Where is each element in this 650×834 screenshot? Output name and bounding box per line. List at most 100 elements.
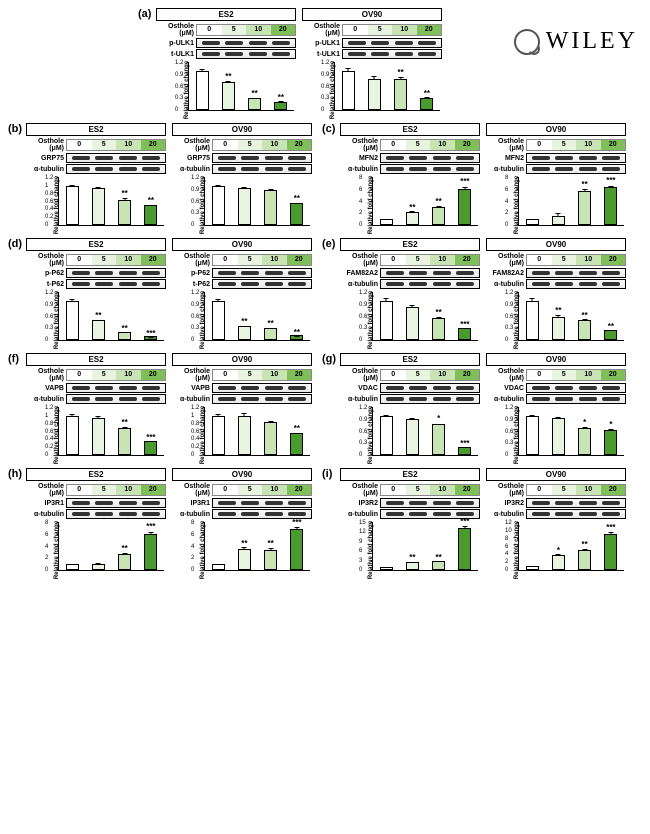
blot-band xyxy=(433,386,451,390)
blot-band xyxy=(418,41,436,45)
blot-band xyxy=(95,167,113,171)
blot-strip xyxy=(212,268,312,278)
significance-marker: ** xyxy=(122,420,128,426)
blot-band xyxy=(288,512,306,516)
bar: *** xyxy=(458,528,471,570)
y-tick-mark xyxy=(371,431,373,432)
bar: ** xyxy=(274,102,287,110)
figure-grid: (a)ES2Osthole (μM)051020p-ULK1t-ULK1Rela… xyxy=(8,8,642,579)
blot-band xyxy=(288,282,306,286)
significance-marker: ** xyxy=(436,199,442,205)
dose-cell: 5 xyxy=(222,25,247,35)
y-tick-mark xyxy=(57,201,59,202)
dose-label: Osthole (μM) xyxy=(340,483,380,497)
significance-marker: * xyxy=(609,422,612,428)
cell-title: ES2 xyxy=(26,238,166,251)
error-bar xyxy=(270,548,271,551)
dose-cell: 10 xyxy=(576,255,601,265)
bar: * xyxy=(604,430,617,455)
blot-band xyxy=(218,167,236,171)
dose-cell: 0 xyxy=(381,140,406,150)
figure-row: (a)ES2Osthole (μM)051020p-ULK1t-ULK1Rela… xyxy=(8,8,642,119)
panel-label: (h) xyxy=(8,468,22,480)
blot-row: t-ULK1 xyxy=(156,49,296,59)
bar-chart: 00.20.40.60.811.2***** xyxy=(58,408,164,456)
bar xyxy=(380,416,393,455)
bar: *** xyxy=(144,441,157,455)
error-bar xyxy=(464,526,465,528)
cell-set: ES2Osthole (μM)051020VAPBα-tubulinRelati… xyxy=(26,353,312,464)
blot-band xyxy=(119,501,137,505)
bar: ** xyxy=(406,212,419,225)
bar: ** xyxy=(264,550,277,570)
blot-label: p-ULK1 xyxy=(302,40,342,47)
blot-label: t-P62 xyxy=(172,281,212,288)
y-tick: 0 xyxy=(191,452,194,458)
y-tick-mark xyxy=(517,530,519,531)
y-tick-mark xyxy=(517,224,519,225)
dose-cell: 5 xyxy=(552,255,577,265)
dose-cell: 5 xyxy=(552,140,577,150)
blot-strip xyxy=(212,394,312,404)
blot-band xyxy=(456,512,474,516)
chart-wrap: Relative fold change00.30.60.91.2** xyxy=(184,176,312,234)
blot-strip xyxy=(212,164,312,174)
y-tick-mark xyxy=(333,62,335,63)
cell-block: OV90Osthole (μM)051020p-P62t-P62Relative… xyxy=(172,238,312,349)
error-bar xyxy=(610,429,611,431)
dose-cell: 10 xyxy=(576,370,601,380)
blot-band xyxy=(579,156,597,160)
y-tick-mark xyxy=(57,177,59,178)
cell-title: OV90 xyxy=(486,353,626,366)
dose-gradient: 051020 xyxy=(66,254,166,266)
cell-title: OV90 xyxy=(486,468,626,481)
dose-cell: 20 xyxy=(141,255,166,265)
y-tick: 8 xyxy=(45,520,48,526)
error-bar xyxy=(270,189,271,191)
bar xyxy=(92,418,105,455)
bar: ** xyxy=(394,79,407,110)
y-tick-mark xyxy=(517,538,519,539)
error-bar xyxy=(348,68,349,72)
error-bar xyxy=(124,427,125,429)
cell-block: ES2Osthole (μM)051020FAM82A2α-tubulinRel… xyxy=(340,238,480,349)
panel-label: (i) xyxy=(322,468,336,480)
error-bar xyxy=(584,549,585,551)
y-tick: 0.3 xyxy=(359,325,367,331)
y-tick: 0.9 xyxy=(175,72,183,78)
error-bar xyxy=(296,203,297,205)
cell-block: OV90Osthole (μM)051020p-ULK1t-ULK1Relati… xyxy=(302,8,442,119)
chart-wrap: Relative fold change00.20.40.60.811.2***… xyxy=(38,406,166,464)
y-tick-mark xyxy=(187,62,189,63)
y-tick: 0.2 xyxy=(191,444,199,450)
blot-band xyxy=(456,167,474,171)
dose-row: Osthole (μM)051020 xyxy=(26,483,166,497)
bar: * xyxy=(578,428,591,455)
blot-band xyxy=(602,167,620,171)
bar-chart: 00.30.60.91.2****** xyxy=(188,63,294,111)
y-tick-mark xyxy=(517,442,519,443)
y-tick-mark xyxy=(517,407,519,408)
bar-chart: 00.30.60.91.2** xyxy=(204,178,310,226)
y-tick-mark xyxy=(371,224,373,225)
blot-strip xyxy=(212,153,312,163)
blot-band xyxy=(119,512,137,516)
y-tick: 0.6 xyxy=(175,84,183,90)
dose-row: Osthole (μM)051020 xyxy=(340,368,480,382)
y-tick: 9 xyxy=(359,539,362,545)
dose-label: Osthole (μM) xyxy=(340,138,380,152)
blot-band xyxy=(72,167,90,171)
dose-cell: 10 xyxy=(430,255,455,265)
y-tick: 0 xyxy=(191,567,194,573)
y-tick: 1.2 xyxy=(359,405,367,411)
y-tick: 0 xyxy=(191,222,194,228)
blot-label: α-tubulin xyxy=(340,511,380,518)
y-tick: 0.9 xyxy=(505,417,513,423)
significance-marker: ** xyxy=(409,205,415,211)
dose-label: Osthole (μM) xyxy=(486,483,526,497)
blot-band xyxy=(288,156,306,160)
blot-strip xyxy=(380,164,480,174)
error-bar xyxy=(270,421,271,423)
blot-band xyxy=(119,167,137,171)
y-tick: 6 xyxy=(45,532,48,538)
